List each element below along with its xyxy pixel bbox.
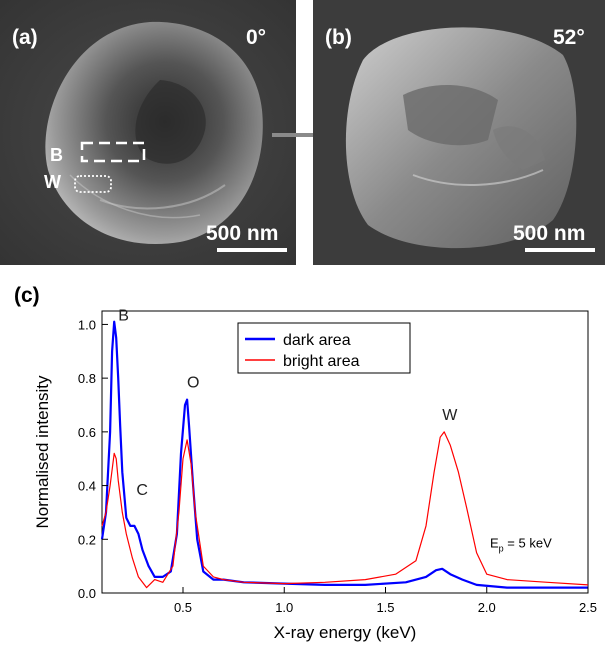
panel-b-label: (b)	[325, 26, 352, 49]
panel-b-scalebar	[525, 248, 595, 252]
plot-area: 0.5 1.0 1.5 2.0 2.5 0.0 0.2 0.4 0.6 0.8 1.0 X-ray e…	[33, 307, 597, 642]
peak-label: O	[187, 375, 199, 392]
sem-particle-tilted-view	[313, 0, 605, 265]
panel-a-angle: 0°	[246, 26, 267, 49]
legend-entry: dark area	[283, 332, 351, 349]
series-line-1	[101, 431, 589, 589]
x-tick-label: 2.0	[478, 600, 496, 615]
panel-c-label: (c)	[14, 284, 40, 307]
legend-box	[237, 322, 411, 374]
sem-image-panel-a: (a) 0° B W 500 nm	[0, 0, 296, 265]
y-tick-label: 0.6	[78, 425, 96, 440]
x-tick-label: 1.5	[376, 600, 394, 615]
x-tick-label: 2.5	[579, 600, 597, 615]
panel-a-scalebar	[217, 248, 287, 252]
panel-a-label: (a)	[12, 26, 38, 49]
beam-energy-label: Ep = 5 keV	[490, 535, 552, 553]
peak-label: B	[118, 307, 129, 324]
y-tick-label: 0.8	[78, 371, 96, 386]
x-tick-label: 0.5	[174, 600, 192, 615]
sem-particle-top-view	[0, 0, 296, 265]
eds-spectrum-chart: (c) 0.5 1.0 1.5 2.0 2.5 0.0 0.2 0.4 0.6 0.8 1.0 X-r…	[14, 284, 597, 642]
y-tick-label: 0.2	[78, 532, 96, 547]
x-tick-label: 1.0	[275, 600, 293, 615]
series-line-0	[100, 320, 588, 589]
legend-entry: bright area	[283, 353, 360, 370]
x-axis-label: X-ray energy (keV)	[274, 623, 417, 642]
panel-a-scalebar-label: 500 nm	[206, 222, 279, 245]
region-box-b	[80, 141, 146, 163]
box-w-label: W	[44, 172, 61, 192]
y-axis-label: Normalised intensity	[33, 375, 52, 529]
plot-frame	[101, 310, 589, 594]
sem-image-panel-b: (b) 52° 500 nm	[313, 0, 605, 265]
panel-b-scalebar-label: 500 nm	[513, 222, 586, 245]
box-b-label: B	[50, 145, 63, 165]
y-tick-label: 0.4	[78, 479, 96, 494]
panel-b-angle: 52°	[553, 26, 585, 49]
y-tick-label: 0.0	[78, 586, 96, 601]
y-tick-label: 1.0	[78, 317, 96, 332]
peak-label: C	[136, 482, 148, 499]
peak-label: W	[442, 407, 458, 424]
region-box-w	[74, 175, 112, 193]
